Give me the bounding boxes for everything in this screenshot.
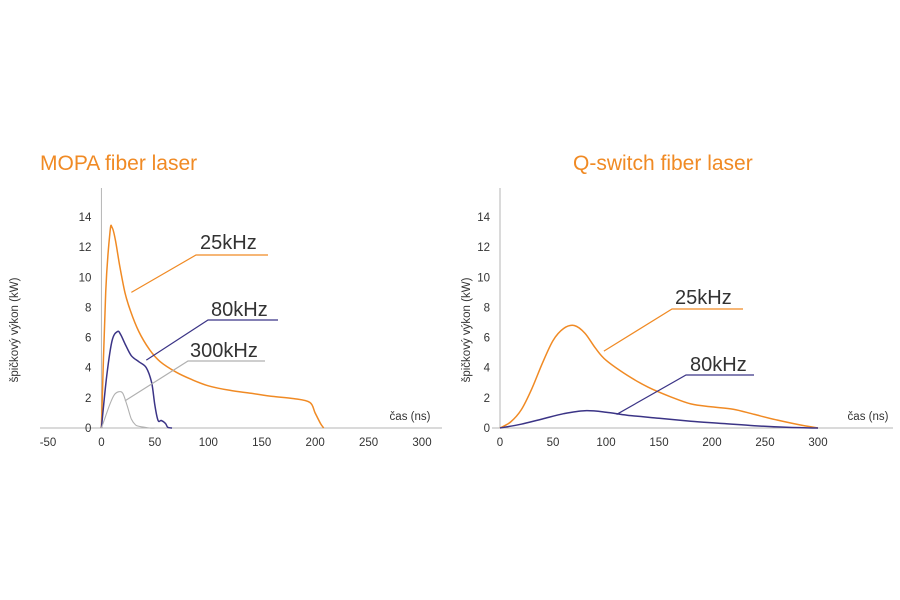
annotation-leader-line [603, 308, 743, 352]
x-tick-label: 250 [359, 437, 378, 449]
y-tick-label: 6 [484, 333, 490, 345]
chart-title: MOPA fiber laser [40, 152, 197, 175]
y-axis-label: špičkový výkon (kW) [461, 277, 473, 382]
series-line-300khz [100, 391, 155, 429]
annotation-leader-line [145, 319, 278, 361]
y-tick-label: 0 [85, 423, 91, 435]
x-tick-label: -50 [40, 437, 57, 449]
annotation-label: 25kHz [200, 232, 257, 254]
series-line-25khz [100, 224, 325, 429]
y-tick-label: 14 [79, 212, 92, 224]
x-tick-label: 150 [252, 437, 271, 449]
y-tick-label: 6 [85, 333, 91, 345]
x-tick-label: 50 [148, 437, 161, 449]
x-tick-label: 0 [497, 437, 503, 449]
y-tick-label: 10 [477, 272, 490, 284]
annotation-label: 80kHz [211, 299, 268, 321]
series-line-80khz [100, 330, 173, 429]
x-tick-label: 100 [596, 437, 615, 449]
annotation-leader-line [616, 374, 754, 415]
mopa-chart: MOPA fiber laser špičkový výkon (kW) čas… [9, 152, 442, 449]
chart-title: Q-switch fiber laser [573, 152, 753, 175]
y-tick-label: 2 [85, 393, 91, 405]
y-axis-label: špičkový výkon (kW) [9, 277, 21, 382]
y-tick-label: 8 [85, 302, 91, 314]
y-tick-label: 12 [477, 242, 490, 254]
annotation-label: 300kHz [190, 340, 258, 362]
x-tick-label: 300 [412, 437, 431, 449]
y-tick-label: 8 [484, 302, 490, 314]
x-axis-label: čas (ns) [848, 411, 889, 423]
annotation-leader-line [131, 254, 268, 293]
annotation-label: 25kHz [675, 287, 732, 309]
x-tick-label: 100 [199, 437, 218, 449]
y-tick-label: 12 [79, 242, 92, 254]
y-tick-label: 14 [477, 212, 490, 224]
x-axis-label: čas (ns) [390, 411, 431, 423]
series-line-80khz [499, 409, 819, 429]
annotation-leader-line [124, 360, 265, 402]
x-tick-label: 250 [755, 437, 774, 449]
y-tick-label: 4 [484, 363, 491, 375]
y-tick-label: 4 [85, 363, 92, 375]
x-tick-label: 150 [649, 437, 668, 449]
y-tick-label: 0 [484, 423, 490, 435]
x-tick-label: 300 [808, 437, 827, 449]
x-tick-label: 200 [306, 437, 325, 449]
y-tick-label: 10 [79, 272, 92, 284]
x-tick-label: 200 [702, 437, 721, 449]
y-tick-label: 2 [484, 393, 490, 405]
series-line-25khz [499, 324, 819, 429]
qswitch-chart: Q-switch fiber laser špičkový výkon (kW)… [461, 152, 893, 449]
annotation-label: 80kHz [690, 354, 747, 376]
x-tick-label: 0 [98, 437, 104, 449]
x-tick-label: 50 [547, 437, 560, 449]
